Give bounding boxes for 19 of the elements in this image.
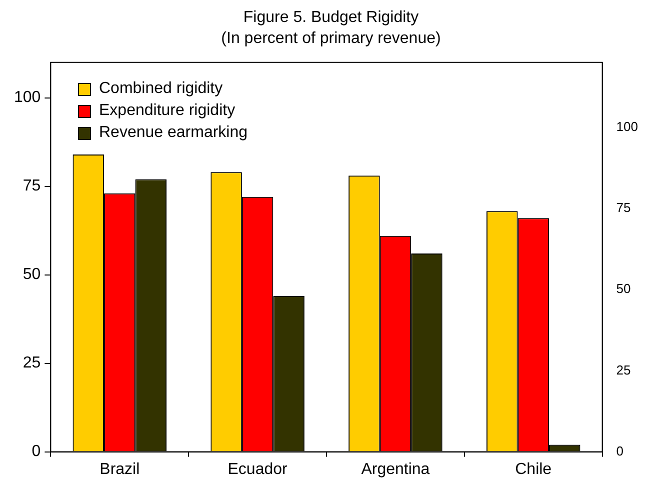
legend-label: Expenditure rigidity	[99, 102, 236, 120]
x-tick-label: Ecuador	[228, 460, 288, 478]
y-tick-label: 100	[14, 89, 41, 106]
legend-label: Combined rigidity	[99, 80, 223, 98]
legend-label: Revenue earmarking	[99, 124, 248, 142]
y2-tick-label: 75	[616, 200, 631, 216]
x-tick-label: Chile	[515, 460, 552, 478]
y-tick-label: 25	[22, 354, 41, 372]
chart-subtitle: (In percent of primary revenue)	[221, 30, 441, 48]
chart-title: Figure 5. Budget Rigidity	[243, 9, 419, 26]
y-tick-label: 50	[22, 266, 41, 284]
y2-tick-label: 100	[616, 118, 638, 134]
y2-tick-label: 50	[616, 281, 631, 296]
x-tick-label: Brazil	[100, 460, 140, 478]
x-tick-label: Argentina	[361, 460, 430, 478]
y-tick-label: 75	[22, 178, 41, 195]
y2-tick-label: 25	[616, 362, 631, 378]
y2-tick-label: 0	[616, 443, 624, 458]
y-tick-label: 0	[32, 443, 41, 460]
